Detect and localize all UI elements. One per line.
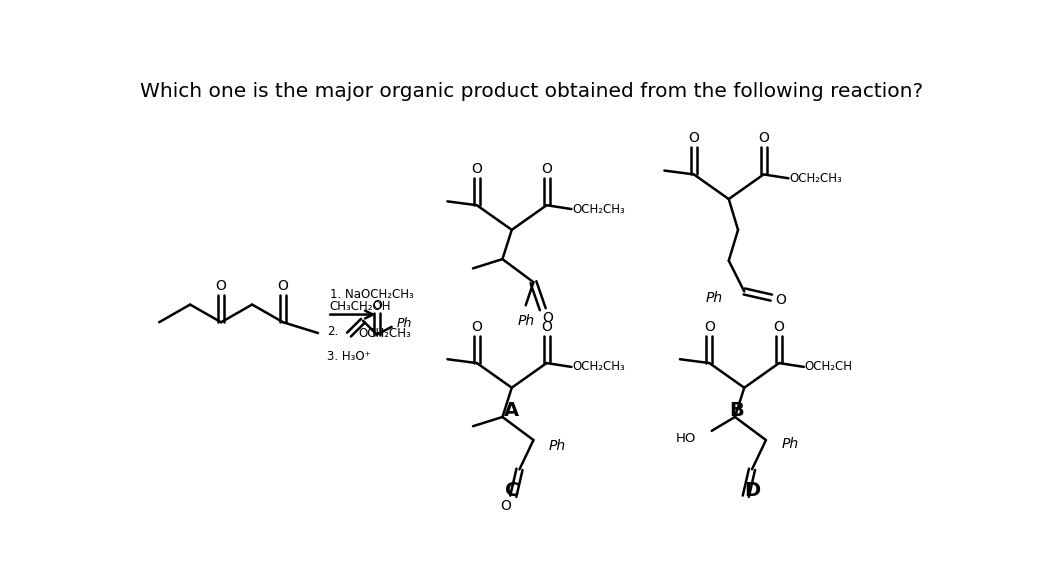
Text: O: O — [471, 162, 483, 176]
Text: C: C — [505, 481, 518, 500]
Text: O: O — [501, 499, 511, 513]
Text: O: O — [541, 320, 552, 334]
Text: O: O — [215, 279, 227, 293]
Text: 2.: 2. — [327, 325, 339, 338]
Text: Ph: Ph — [517, 314, 534, 328]
Text: Ph: Ph — [781, 437, 798, 451]
Text: Ph: Ph — [705, 291, 722, 304]
Text: OCH₂CH: OCH₂CH — [805, 361, 852, 373]
Text: O: O — [689, 131, 699, 145]
Text: O: O — [758, 131, 769, 145]
Text: Ph: Ph — [549, 439, 566, 453]
Text: OCH₂CH₃: OCH₂CH₃ — [572, 203, 625, 216]
Text: O: O — [471, 320, 483, 334]
Text: O: O — [704, 320, 715, 334]
Text: 3. H₃O⁺: 3. H₃O⁺ — [327, 350, 371, 362]
Text: O: O — [541, 162, 552, 176]
Text: O: O — [372, 299, 382, 312]
Text: A: A — [504, 402, 520, 420]
Text: Ph: Ph — [396, 318, 412, 331]
Text: HO: HO — [676, 432, 696, 445]
Text: D: D — [743, 481, 760, 500]
Text: O: O — [278, 279, 288, 293]
Text: CH₃CH₂OH: CH₃CH₂OH — [329, 300, 391, 314]
Text: Which one is the major organic product obtained from the following reaction?: Which one is the major organic product o… — [139, 82, 923, 101]
Text: OCH₂CH₃: OCH₂CH₃ — [789, 172, 842, 185]
Text: OCH₂CH₃: OCH₂CH₃ — [572, 361, 625, 373]
Text: OCH₂CH₃: OCH₂CH₃ — [358, 327, 411, 340]
Text: O: O — [542, 311, 553, 325]
Text: O: O — [774, 320, 785, 334]
Text: 1. NaOCH₂CH₃: 1. NaOCH₂CH₃ — [329, 288, 413, 301]
Text: B: B — [729, 402, 743, 420]
Text: O: O — [775, 293, 786, 307]
